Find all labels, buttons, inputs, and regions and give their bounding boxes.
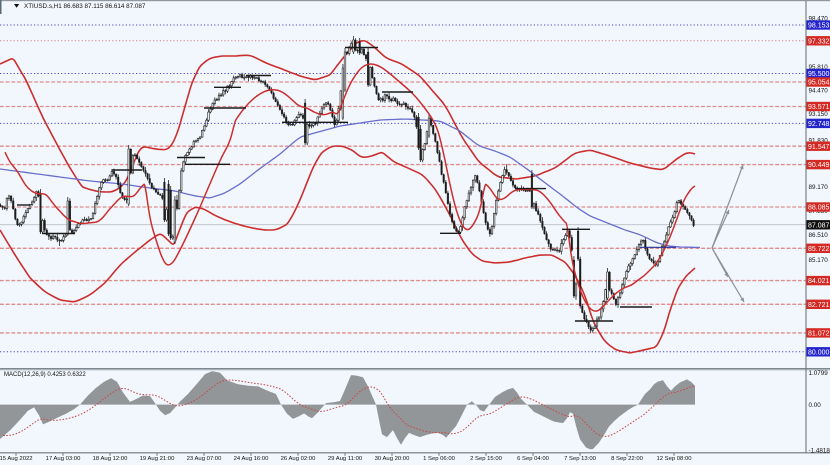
svg-text:89.170: 89.170 bbox=[809, 184, 829, 191]
svg-text:93.150: 93.150 bbox=[809, 111, 829, 118]
svg-text:XTIUSD.s,H1 86.683 87.115 86.: XTIUSD.s,H1 86.683 87.115 86.614 87.087 bbox=[24, 3, 146, 10]
svg-text:85.170: 85.170 bbox=[809, 257, 829, 264]
svg-text:91.547: 91.547 bbox=[808, 144, 830, 151]
svg-text:15 Aug 2022: 15 Aug 2022 bbox=[0, 456, 33, 462]
svg-text:98.153: 98.153 bbox=[808, 23, 830, 30]
svg-text:82.721: 82.721 bbox=[808, 302, 830, 309]
svg-text:23 Aug 07:00: 23 Aug 07:00 bbox=[187, 456, 222, 462]
svg-text:81.072: 81.072 bbox=[808, 331, 830, 338]
svg-text:90.449: 90.449 bbox=[808, 162, 830, 169]
svg-text:1 Sep 06:00: 1 Sep 06:00 bbox=[423, 456, 455, 462]
svg-text:MACD(12,26,9) 0.4253 0.6322: MACD(12,26,9) 0.4253 0.6322 bbox=[4, 372, 86, 378]
svg-text:86.510: 86.510 bbox=[809, 232, 829, 239]
svg-text:1.0799: 1.0799 bbox=[809, 370, 829, 377]
svg-text:29 Aug 11:00: 29 Aug 11:00 bbox=[328, 456, 363, 462]
svg-text:24 Aug 16:00: 24 Aug 16:00 bbox=[234, 456, 269, 462]
svg-text:95.500: 95.500 bbox=[808, 71, 830, 78]
svg-text:93.571: 93.571 bbox=[808, 104, 830, 111]
svg-text:80.000: 80.000 bbox=[808, 349, 830, 356]
svg-text:17 Aug 03:00: 17 Aug 03:00 bbox=[46, 456, 81, 462]
svg-text:88.085: 88.085 bbox=[808, 205, 830, 212]
svg-text:85.722: 85.722 bbox=[808, 246, 830, 253]
svg-text:98.470: 98.470 bbox=[809, 16, 829, 23]
svg-text:0.00: 0.00 bbox=[809, 402, 822, 409]
svg-text:6 Sep 04:00: 6 Sep 04:00 bbox=[517, 456, 549, 462]
svg-text:18 Aug 12:00: 18 Aug 12:00 bbox=[93, 456, 128, 462]
svg-text:12 Sep 08:00: 12 Sep 08:00 bbox=[656, 456, 692, 462]
svg-text:19 Aug 21:00: 19 Aug 21:00 bbox=[140, 456, 175, 462]
svg-text:8 Sep 22:00: 8 Sep 22:00 bbox=[611, 456, 643, 462]
svg-text:95.054: 95.054 bbox=[808, 80, 830, 87]
svg-text:92.748: 92.748 bbox=[808, 121, 830, 128]
svg-text:2 Sep 15:00: 2 Sep 15:00 bbox=[470, 456, 502, 462]
svg-text:26 Aug 02:00: 26 Aug 02:00 bbox=[281, 456, 316, 462]
svg-text:95.810: 95.810 bbox=[809, 64, 829, 71]
svg-text:-1.4818: -1.4818 bbox=[809, 447, 830, 454]
svg-text:7 Sep 13:00: 7 Sep 13:00 bbox=[564, 456, 596, 462]
svg-text:97.332: 97.332 bbox=[808, 38, 830, 45]
svg-text:94.470: 94.470 bbox=[809, 88, 829, 95]
svg-text:30 Aug 20:00: 30 Aug 20:00 bbox=[375, 456, 410, 462]
svg-text:87.087: 87.087 bbox=[808, 222, 830, 229]
svg-text:91.830: 91.830 bbox=[809, 138, 829, 145]
svg-text:84.021: 84.021 bbox=[808, 278, 830, 285]
